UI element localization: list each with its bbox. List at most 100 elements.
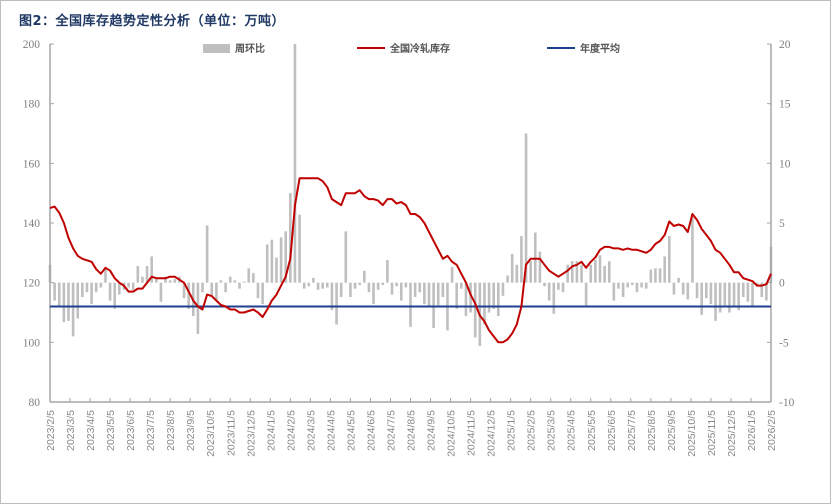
bar (617, 282, 620, 289)
bar (233, 280, 237, 283)
x-tick-label: 2024/6/5 (365, 410, 377, 451)
bar (53, 282, 56, 301)
right-tick-label: 20 (779, 39, 791, 51)
bar (94, 282, 98, 293)
x-tick-label: 2023/4/5 (85, 410, 97, 451)
bar (335, 282, 338, 325)
bar (67, 282, 70, 321)
x-tick-label: 2024/9/5 (426, 410, 438, 451)
bar (104, 268, 107, 283)
bar (270, 239, 274, 283)
bar (182, 282, 186, 299)
bar (312, 277, 315, 283)
x-tick-label: 2025/2/5 (526, 410, 538, 451)
bar (524, 133, 528, 283)
bar (155, 279, 158, 283)
bar (210, 282, 214, 297)
bar (196, 282, 200, 334)
x-tick-label: 2024/4/5 (325, 410, 337, 451)
bar (723, 282, 727, 306)
bar (99, 282, 103, 288)
bar (621, 282, 625, 297)
bar (580, 264, 583, 283)
bar (247, 268, 251, 283)
bar (594, 259, 597, 283)
bar (205, 225, 209, 283)
x-tick-label: 2024/11/5 (466, 410, 478, 456)
bar (81, 282, 84, 297)
bar (339, 282, 343, 297)
bar (603, 265, 606, 283)
bar (302, 282, 306, 289)
right-tick-label: 5 (779, 218, 785, 230)
bar (566, 264, 569, 283)
bar (700, 282, 703, 315)
bar (612, 282, 616, 301)
bar (353, 282, 357, 289)
legend-label-average: 年度平均 (580, 42, 620, 55)
inventory-line (49, 177, 772, 344)
bar (168, 280, 172, 283)
x-tick-label: 2023/10/5 (205, 410, 217, 457)
left-tick-label: 200 (23, 39, 41, 51)
bar (279, 237, 283, 283)
bar (164, 276, 167, 283)
x-tick-label: 2024/2/5 (285, 410, 297, 451)
bar (224, 282, 227, 293)
bar (215, 282, 218, 301)
bar (681, 282, 685, 295)
bar (293, 44, 297, 283)
bar (455, 282, 459, 309)
x-tick-label: 2026/2/5 (766, 410, 778, 451)
legend: 周环比 全国冷轧库存 年度平均 (203, 42, 620, 55)
left-tick-label: 100 (23, 337, 41, 349)
bar (515, 264, 519, 283)
bar (732, 282, 736, 307)
bar (108, 282, 112, 301)
bar (76, 282, 80, 319)
bar (631, 282, 634, 286)
bar (450, 267, 454, 283)
x-tick-label: 2023/12/5 (245, 410, 257, 457)
bar (256, 282, 260, 299)
bar (372, 282, 375, 305)
bar (589, 264, 593, 283)
bar (464, 282, 468, 317)
bar (765, 282, 768, 301)
bar (570, 261, 574, 283)
bar (127, 282, 130, 288)
bar (552, 282, 556, 314)
bar (409, 282, 412, 327)
bar (131, 282, 135, 290)
bar (520, 236, 523, 283)
x-tick-label: 2025/7/5 (626, 410, 638, 451)
bar (557, 282, 560, 290)
bar (584, 282, 588, 307)
bar (737, 282, 740, 311)
bar (344, 231, 348, 283)
x-tick-label: 2025/5/5 (586, 410, 598, 451)
bar (242, 281, 246, 283)
bar (413, 282, 417, 297)
bar (635, 282, 639, 293)
bar (423, 282, 426, 305)
x-tick-label: 2023/7/5 (145, 410, 157, 451)
bar (284, 231, 288, 283)
bar (668, 236, 671, 283)
bar (469, 282, 472, 313)
bar (510, 254, 514, 283)
bar (289, 193, 292, 283)
bar (118, 282, 121, 295)
bar (376, 282, 380, 290)
bar (492, 282, 495, 309)
bar (760, 282, 764, 297)
bar (741, 282, 745, 297)
bar (644, 282, 648, 289)
right-tick-label: 15 (779, 99, 791, 111)
bar (654, 268, 657, 283)
bar (487, 282, 491, 313)
x-tick-label: 2024/7/5 (385, 410, 397, 451)
bar (150, 256, 153, 283)
x-tick-label: 2025/12/5 (726, 410, 738, 457)
x-tick-label: 2026/1/5 (746, 410, 758, 451)
